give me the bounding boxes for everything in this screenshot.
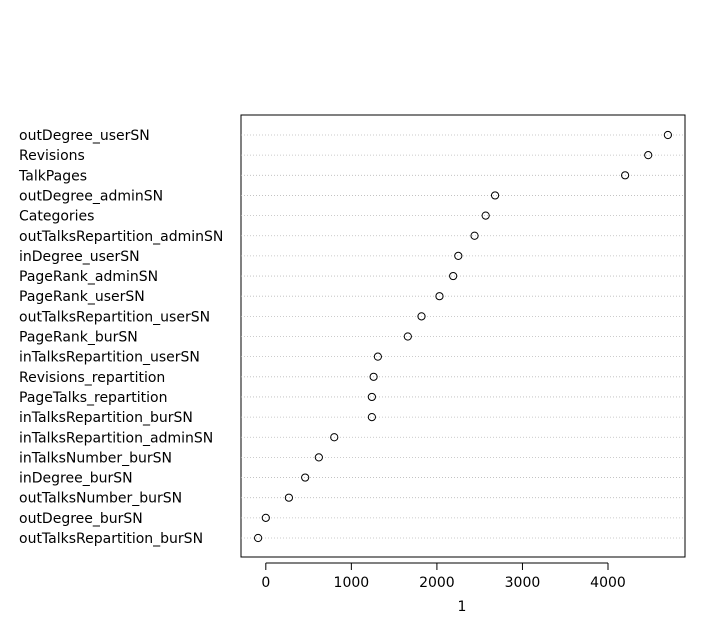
- x-tick-label: 0: [261, 575, 270, 591]
- dot: [284, 493, 294, 502]
- y-category-label: inDegree_burSN: [19, 471, 133, 487]
- dot: [367, 392, 376, 402]
- x-axis-label: 1: [458, 599, 467, 615]
- y-category-label: outDegree_burSN: [19, 511, 143, 527]
- y-category-label: PageRank_burSN: [19, 330, 138, 346]
- y-category-label: PageTalks_repartition: [19, 390, 167, 406]
- y-category-label: Revisions_repartition: [19, 370, 165, 386]
- dot: [330, 433, 339, 442]
- y-category-label: inTalksRepartition_burSN: [19, 410, 193, 426]
- dot: [301, 473, 310, 482]
- x-tick-label: 3000: [505, 575, 541, 591]
- y-category-label: inTalksRepartition_adminSN: [19, 430, 213, 446]
- dot: [417, 312, 426, 321]
- dot: [481, 211, 490, 220]
- dot: [663, 130, 672, 140]
- dot: [373, 352, 382, 361]
- dot: [454, 251, 463, 260]
- x-tick-label: 1000: [334, 575, 370, 591]
- dot: [261, 513, 270, 522]
- y-category-label: Categories: [19, 209, 94, 225]
- y-category-label: Revisions: [19, 148, 85, 164]
- y-category-label: outTalksRepartition_userSN: [19, 309, 210, 325]
- dot: [449, 271, 458, 281]
- dot: [470, 231, 479, 240]
- y-category-label: inDegree_userSN: [19, 249, 140, 265]
- x-tick-label: 2000: [419, 575, 455, 591]
- dot: [644, 151, 653, 160]
- dot: [621, 171, 630, 180]
- plot-box: [240, 114, 686, 558]
- y-category-label: TalkPages: [18, 168, 87, 184]
- x-tick-label: 4000: [590, 575, 626, 591]
- dot: [403, 332, 412, 341]
- dot: [367, 413, 376, 422]
- y-category-label: outTalksRepartition_burSN: [19, 531, 203, 547]
- dot: [314, 453, 323, 462]
- dot: [254, 533, 263, 543]
- y-category-label: outTalksRepartition_adminSN: [19, 229, 223, 245]
- y-category-label: PageRank_userSN: [19, 289, 145, 305]
- dot: [369, 372, 378, 381]
- y-category-label: outDegree_adminSN: [19, 188, 163, 204]
- y-category-label: inTalksNumber_burSN: [19, 450, 172, 466]
- dot: [490, 191, 500, 200]
- y-category-label: outDegree_userSN: [19, 128, 150, 144]
- y-category-label: inTalksRepartition_userSN: [19, 350, 200, 366]
- dot: [435, 292, 444, 301]
- y-category-label: outTalksNumber_burSN: [19, 491, 182, 507]
- y-category-label: PageRank_adminSN: [19, 269, 158, 285]
